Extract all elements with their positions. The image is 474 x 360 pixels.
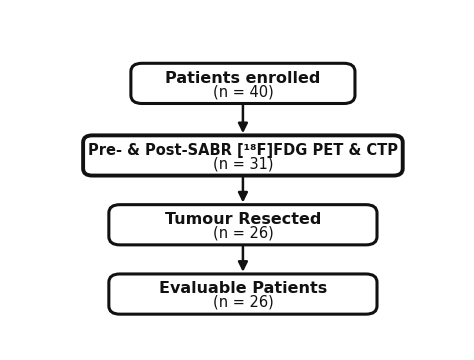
Text: (n = 40): (n = 40) xyxy=(212,84,273,99)
Text: Pre- & Post-SABR [¹⁸F]FDG PET & CTP: Pre- & Post-SABR [¹⁸F]FDG PET & CTP xyxy=(88,143,398,158)
Text: (n = 26): (n = 26) xyxy=(212,225,273,240)
Text: (n = 31): (n = 31) xyxy=(213,156,273,171)
FancyBboxPatch shape xyxy=(83,135,403,176)
FancyBboxPatch shape xyxy=(109,274,377,314)
Text: Patients enrolled: Patients enrolled xyxy=(165,71,320,86)
Text: Tumour Resected: Tumour Resected xyxy=(165,212,321,227)
FancyBboxPatch shape xyxy=(109,205,377,245)
Text: Evaluable Patients: Evaluable Patients xyxy=(159,281,327,296)
Text: (n = 26): (n = 26) xyxy=(212,295,273,310)
FancyBboxPatch shape xyxy=(131,63,355,103)
